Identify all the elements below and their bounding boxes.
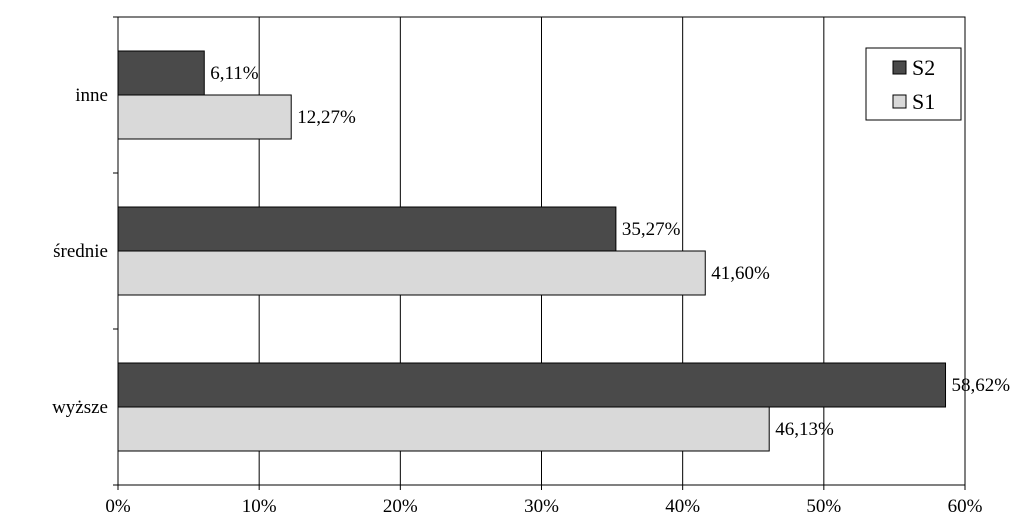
legend-swatch-s1 <box>892 94 907 109</box>
data-label: 46,13% <box>775 419 834 440</box>
x-tick-label: 0% <box>105 496 131 517</box>
bars <box>117 50 947 452</box>
bar-s2 <box>117 362 947 408</box>
category-label: inne <box>75 85 108 106</box>
legend-label: S1 <box>912 89 935 114</box>
labels: 0% 10% 20% 30% 40% 50% 60% inne 6,11% 12,27% średn… <box>52 63 1010 517</box>
x-tick-label: 60% <box>948 496 983 517</box>
data-label: 6,11% <box>210 63 259 84</box>
data-label: 58,62% <box>952 375 1011 396</box>
axes <box>113 16 966 490</box>
bar-s1 <box>117 406 770 452</box>
x-tick-label: 20% <box>383 496 418 517</box>
legend-box <box>865 47 962 121</box>
data-label: 12,27% <box>297 107 356 128</box>
bar-s2 <box>117 206 617 252</box>
category-label: wyższe <box>52 397 108 418</box>
data-label: 41,60% <box>711 263 770 284</box>
legend-swatch-s2 <box>892 60 907 75</box>
legend-label: S2 <box>912 55 935 80</box>
x-tick-label: 50% <box>806 496 841 517</box>
bar-s1 <box>117 250 706 296</box>
x-tick-label: 30% <box>524 496 559 517</box>
x-tick-label: 10% <box>242 496 277 517</box>
x-tick-label: 40% <box>665 496 700 517</box>
data-label: 35,27% <box>622 219 681 240</box>
bar-s1 <box>117 94 292 140</box>
bar-s2 <box>117 50 205 96</box>
category-label: średnie <box>53 241 108 262</box>
